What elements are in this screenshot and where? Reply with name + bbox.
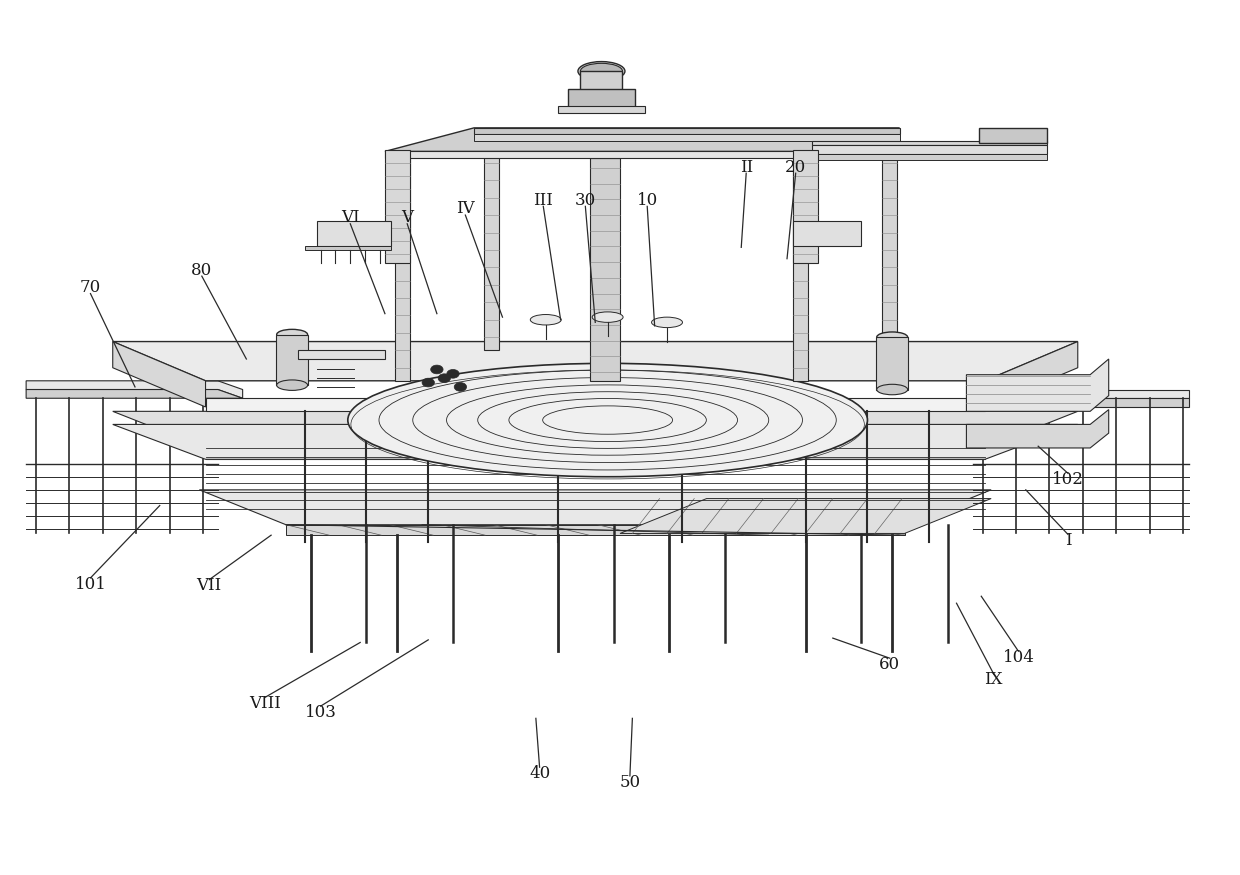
Text: VIII: VIII — [249, 695, 280, 712]
Polygon shape — [883, 128, 897, 350]
Polygon shape — [812, 145, 1047, 154]
Text: 60: 60 — [879, 655, 900, 673]
Text: 10: 10 — [636, 192, 658, 209]
Text: 80: 80 — [191, 262, 212, 278]
Ellipse shape — [580, 63, 622, 79]
Text: 30: 30 — [574, 192, 596, 209]
Polygon shape — [558, 106, 645, 113]
Text: VII: VII — [197, 578, 222, 594]
Polygon shape — [113, 424, 1078, 459]
Text: I: I — [1065, 532, 1071, 549]
Text: IX: IX — [985, 671, 1003, 689]
Polygon shape — [305, 246, 391, 250]
Text: 101: 101 — [74, 576, 107, 592]
Polygon shape — [972, 398, 1189, 407]
Polygon shape — [474, 134, 899, 141]
Text: V: V — [402, 209, 413, 227]
Polygon shape — [966, 359, 1109, 411]
Text: 40: 40 — [529, 765, 551, 781]
Polygon shape — [985, 341, 1078, 407]
Text: III: III — [533, 192, 553, 209]
Polygon shape — [794, 221, 862, 246]
Ellipse shape — [877, 332, 908, 342]
Polygon shape — [812, 141, 1047, 145]
Polygon shape — [113, 341, 206, 407]
Circle shape — [454, 382, 466, 391]
Polygon shape — [394, 150, 409, 381]
Polygon shape — [474, 128, 899, 134]
Polygon shape — [972, 389, 1189, 398]
Circle shape — [422, 378, 434, 387]
Polygon shape — [286, 525, 904, 536]
Polygon shape — [384, 151, 812, 158]
Ellipse shape — [277, 329, 308, 340]
Polygon shape — [484, 128, 498, 350]
Circle shape — [446, 369, 459, 378]
Circle shape — [430, 365, 443, 374]
Polygon shape — [877, 337, 908, 389]
Polygon shape — [26, 389, 243, 398]
Polygon shape — [978, 128, 1047, 143]
Text: 102: 102 — [1052, 471, 1084, 488]
Polygon shape — [317, 221, 391, 246]
Polygon shape — [200, 490, 991, 525]
Polygon shape — [580, 71, 622, 90]
Ellipse shape — [877, 384, 908, 395]
Polygon shape — [277, 334, 309, 385]
Ellipse shape — [651, 317, 682, 327]
Text: II: II — [739, 158, 753, 176]
Ellipse shape — [531, 314, 562, 325]
Text: IV: IV — [456, 200, 475, 218]
Ellipse shape — [277, 380, 308, 390]
Text: 103: 103 — [305, 704, 336, 721]
Text: 104: 104 — [1002, 648, 1034, 666]
Polygon shape — [26, 381, 243, 398]
Polygon shape — [384, 150, 409, 263]
Ellipse shape — [578, 61, 625, 80]
Circle shape — [438, 374, 450, 382]
Text: 70: 70 — [79, 279, 102, 296]
Text: 50: 50 — [619, 774, 641, 790]
Polygon shape — [590, 158, 620, 381]
Polygon shape — [568, 88, 635, 108]
Polygon shape — [384, 128, 899, 151]
Polygon shape — [206, 398, 985, 411]
Polygon shape — [620, 499, 991, 534]
Polygon shape — [206, 448, 985, 459]
Ellipse shape — [593, 312, 622, 322]
Text: VI: VI — [341, 209, 360, 227]
Polygon shape — [794, 150, 808, 381]
Polygon shape — [113, 341, 1078, 381]
Polygon shape — [966, 410, 1109, 448]
Polygon shape — [812, 154, 1047, 160]
Polygon shape — [794, 150, 818, 263]
Polygon shape — [299, 350, 384, 359]
Text: 20: 20 — [785, 158, 806, 176]
Ellipse shape — [347, 363, 868, 477]
Polygon shape — [113, 411, 1078, 448]
